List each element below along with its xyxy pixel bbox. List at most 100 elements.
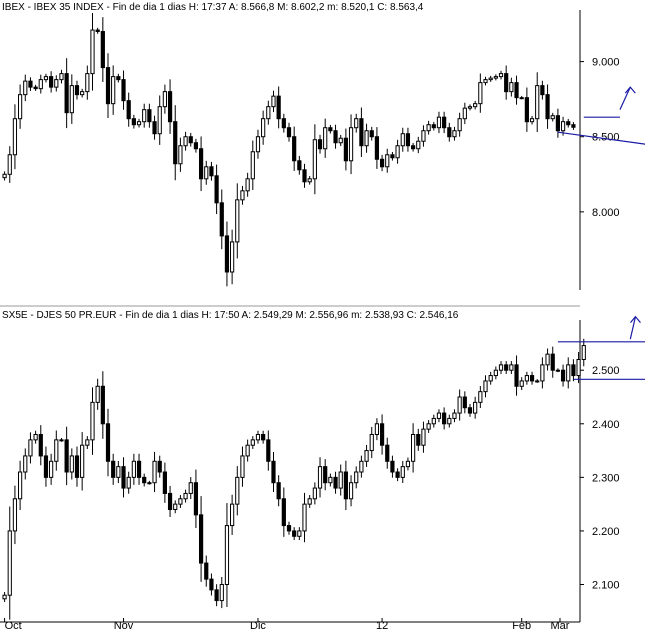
candle-body bbox=[2, 173, 7, 179]
candle-body bbox=[95, 29, 100, 33]
candle-body bbox=[540, 85, 545, 96]
candle-body bbox=[426, 124, 431, 132]
candle-body bbox=[514, 364, 519, 387]
candle-body bbox=[529, 375, 535, 382]
up-arrow bbox=[619, 86, 631, 110]
candle-body bbox=[307, 498, 312, 505]
candle-body bbox=[209, 166, 214, 177]
candle-body bbox=[173, 121, 178, 165]
candle-body bbox=[545, 94, 550, 120]
candle-body bbox=[302, 169, 307, 183]
candle-body bbox=[276, 95, 281, 120]
candle-body bbox=[105, 423, 111, 462]
candle-body bbox=[28, 439, 33, 457]
candle-body bbox=[90, 401, 95, 441]
up-arrow-head bbox=[630, 315, 641, 324]
candle-body bbox=[452, 130, 457, 138]
candle-body bbox=[581, 345, 586, 361]
candle-body bbox=[28, 80, 33, 88]
candle-body bbox=[261, 118, 266, 138]
candle-body bbox=[478, 82, 483, 105]
candle-body bbox=[359, 460, 364, 473]
candle-body bbox=[188, 482, 193, 494]
candle-body bbox=[457, 396, 462, 414]
candle-body bbox=[198, 514, 204, 564]
candle-body bbox=[529, 118, 535, 123]
candle-body bbox=[488, 77, 493, 81]
y-tick-label: 2.400 bbox=[592, 419, 620, 431]
candle-body bbox=[152, 460, 157, 484]
candle-body bbox=[116, 76, 121, 81]
candle-body bbox=[493, 76, 498, 79]
candle-body bbox=[555, 369, 561, 372]
candle-body bbox=[100, 31, 105, 69]
candle-body bbox=[54, 79, 59, 88]
candle-body bbox=[519, 97, 524, 100]
candle-body bbox=[560, 369, 566, 382]
candle-body bbox=[142, 476, 147, 484]
candle-body bbox=[566, 364, 571, 382]
candle-body bbox=[271, 460, 276, 484]
candle-body bbox=[224, 525, 230, 585]
candle-body bbox=[54, 439, 59, 462]
candle-body bbox=[333, 476, 338, 489]
candle-body bbox=[43, 76, 49, 81]
candle-body bbox=[85, 439, 90, 446]
candle-body bbox=[111, 460, 116, 478]
candle-body bbox=[421, 130, 426, 142]
candle-body bbox=[545, 353, 550, 366]
candle-body bbox=[116, 466, 121, 478]
candle-body bbox=[292, 136, 297, 162]
candle-body bbox=[240, 190, 245, 201]
candle-body bbox=[95, 385, 100, 403]
candle-body bbox=[317, 466, 323, 489]
candle-body bbox=[431, 417, 436, 425]
candle-body bbox=[442, 412, 447, 425]
candle-body bbox=[524, 97, 529, 123]
candle-body bbox=[343, 471, 348, 500]
candle-body bbox=[74, 455, 80, 478]
candle-body bbox=[442, 116, 447, 129]
candle-body bbox=[447, 127, 452, 138]
candle-body bbox=[379, 158, 385, 168]
candle-body bbox=[152, 121, 157, 135]
candle-body bbox=[509, 82, 514, 93]
candle-body bbox=[281, 498, 286, 527]
candle-body bbox=[49, 76, 54, 88]
candle-body bbox=[493, 369, 498, 377]
candle-body bbox=[167, 492, 173, 510]
candle-body bbox=[261, 434, 266, 441]
candle-body bbox=[12, 118, 18, 156]
candle-body bbox=[550, 353, 555, 371]
candle-body bbox=[400, 133, 405, 147]
candle-body bbox=[59, 439, 64, 442]
candle-body bbox=[354, 118, 359, 129]
candle-body bbox=[281, 118, 286, 129]
candle-body bbox=[250, 439, 255, 446]
candle-body bbox=[400, 466, 405, 478]
candle-body bbox=[64, 439, 69, 473]
candle-body bbox=[90, 29, 95, 75]
y-tick-label: 9.000 bbox=[592, 57, 620, 69]
candle-body bbox=[286, 127, 292, 138]
candle-body bbox=[504, 364, 509, 371]
candle-body bbox=[467, 106, 473, 109]
x-tick-label: Oct bbox=[5, 620, 22, 632]
x-tick-label: Mar bbox=[551, 620, 570, 632]
candle-body bbox=[354, 471, 359, 484]
candle-body bbox=[462, 396, 467, 409]
candle-body bbox=[23, 80, 28, 96]
candle-body bbox=[473, 103, 478, 108]
candle-body bbox=[271, 95, 276, 108]
candle-body bbox=[312, 139, 317, 180]
candle-body bbox=[483, 380, 488, 393]
candle-body bbox=[369, 434, 374, 452]
candle-body bbox=[364, 450, 369, 462]
candle-body bbox=[17, 94, 23, 120]
candle-body bbox=[142, 109, 147, 123]
y-tick-label: 2.100 bbox=[592, 580, 620, 592]
candle-body bbox=[230, 241, 235, 273]
candle-body bbox=[323, 127, 328, 150]
up-arrow-head bbox=[624, 86, 636, 94]
